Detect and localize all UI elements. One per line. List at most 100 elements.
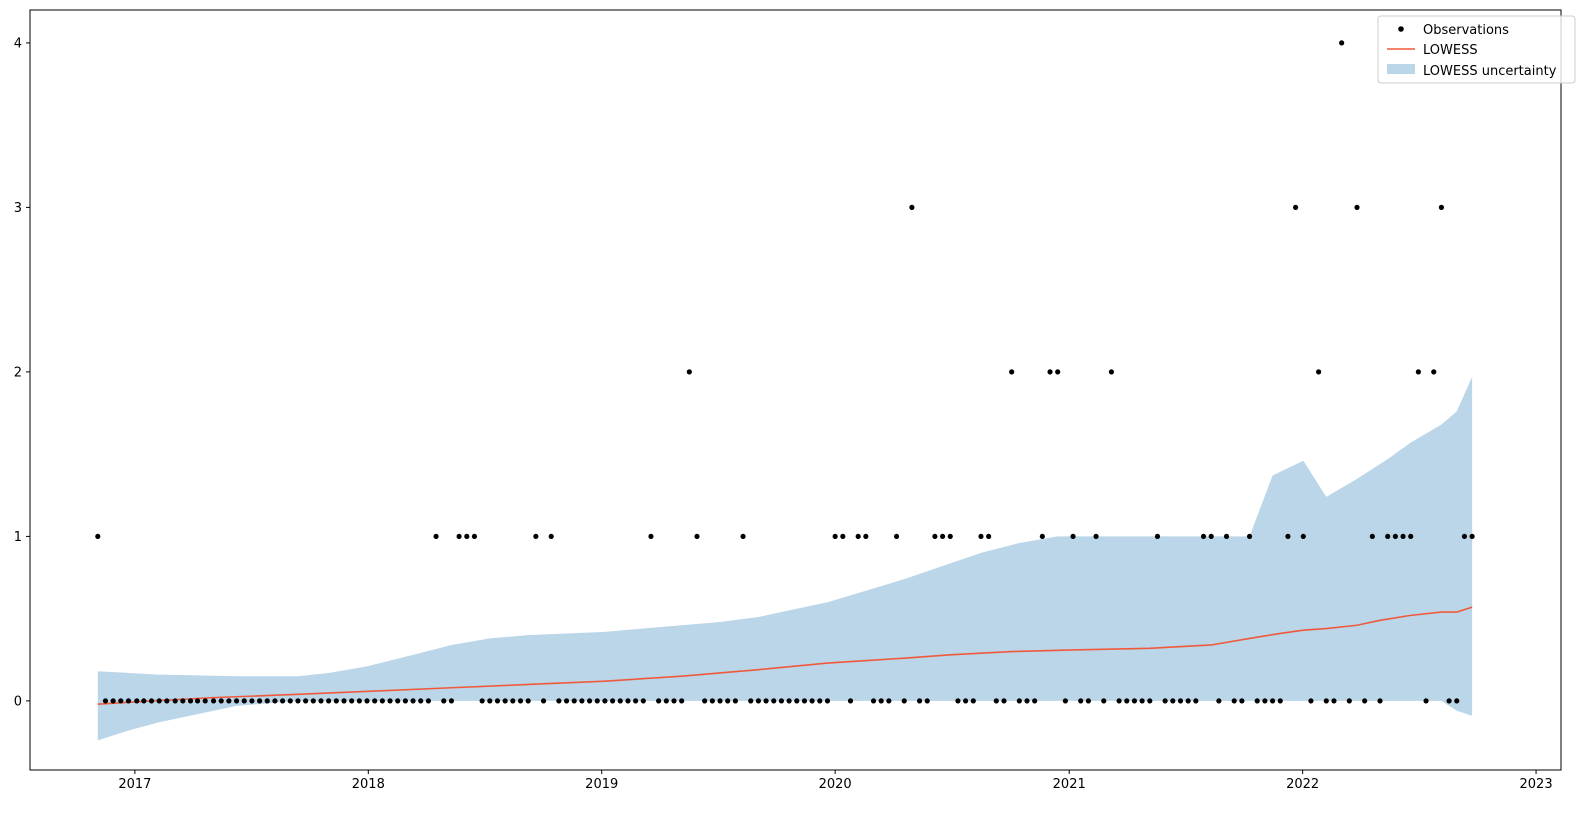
legend-uncertainty-label: LOWESS uncertainty bbox=[1423, 64, 1557, 79]
observation-point bbox=[333, 698, 339, 704]
observation-point bbox=[1147, 698, 1153, 704]
observation-point bbox=[1377, 698, 1383, 704]
observation-point bbox=[1185, 698, 1191, 704]
observation-point bbox=[318, 698, 324, 704]
observation-point bbox=[125, 698, 132, 704]
observation-point bbox=[194, 698, 201, 704]
observation-point bbox=[1032, 698, 1038, 704]
observation-point bbox=[709, 698, 715, 704]
observation-point bbox=[1085, 698, 1091, 704]
observation-point bbox=[1223, 533, 1230, 540]
observation-point bbox=[755, 698, 762, 704]
observation-point bbox=[663, 698, 669, 704]
observation-point bbox=[148, 698, 155, 704]
observation-point bbox=[525, 698, 531, 704]
observation-point bbox=[356, 698, 362, 704]
observation-point bbox=[456, 533, 462, 540]
observation-point bbox=[1116, 698, 1122, 704]
observation-point bbox=[341, 698, 347, 704]
x-tick-label: 2022 bbox=[1286, 777, 1319, 792]
observation-point bbox=[226, 698, 232, 704]
y-tick-label: 1 bbox=[14, 530, 22, 545]
observation-point bbox=[1277, 698, 1283, 704]
lowess-line-layer bbox=[97, 606, 1473, 705]
observation-point bbox=[986, 533, 992, 540]
observation-point bbox=[1047, 369, 1053, 375]
observation-point bbox=[280, 698, 286, 704]
observation-point bbox=[556, 698, 562, 704]
observation-point bbox=[110, 698, 116, 704]
observation-point bbox=[1208, 533, 1214, 540]
observation-point bbox=[364, 698, 370, 704]
observation-point bbox=[156, 698, 162, 704]
observation-point bbox=[249, 698, 255, 704]
observation-point bbox=[303, 698, 309, 704]
observation-point bbox=[1339, 40, 1345, 46]
observation-point bbox=[287, 698, 293, 704]
observation-point bbox=[1354, 204, 1360, 210]
observation-point bbox=[1423, 698, 1429, 704]
uncertainty-band-layer bbox=[97, 376, 1473, 741]
observation-point bbox=[164, 698, 170, 704]
observation-point bbox=[778, 698, 785, 704]
observation-point bbox=[187, 698, 194, 704]
observation-point bbox=[1300, 533, 1306, 540]
observation-point bbox=[256, 698, 263, 704]
observation-point bbox=[1039, 533, 1045, 540]
observation-point bbox=[648, 533, 654, 540]
observation-point bbox=[326, 698, 332, 704]
observation-point bbox=[855, 533, 861, 540]
observation-point bbox=[1392, 533, 1398, 540]
observation-point bbox=[448, 698, 455, 704]
observation-point bbox=[425, 698, 432, 704]
observation-point bbox=[464, 533, 470, 540]
observation-point bbox=[594, 698, 600, 704]
y-tick-label: 2 bbox=[14, 365, 22, 380]
observation-point bbox=[1154, 533, 1161, 540]
observation-point bbox=[602, 698, 608, 704]
observation-point bbox=[1009, 369, 1015, 375]
x-tick-label: 2018 bbox=[352, 777, 385, 792]
observation-point bbox=[517, 698, 524, 704]
observation-point bbox=[1469, 533, 1475, 540]
observation-point bbox=[418, 698, 424, 704]
observation-point bbox=[1200, 533, 1207, 540]
observation-point bbox=[763, 698, 769, 704]
observation-point bbox=[1262, 698, 1268, 704]
observation-point bbox=[1062, 698, 1068, 704]
observation-point bbox=[847, 698, 854, 704]
observation-point bbox=[1438, 204, 1445, 210]
observation-point bbox=[210, 698, 217, 704]
observation-point bbox=[402, 698, 408, 704]
observation-point bbox=[218, 698, 224, 704]
observation-point bbox=[433, 533, 439, 540]
observation-point bbox=[310, 698, 316, 704]
observation-point bbox=[809, 698, 815, 704]
observation-point bbox=[395, 698, 401, 704]
observation-point bbox=[840, 533, 846, 540]
plot-frame bbox=[29, 9, 1562, 771]
observation-point bbox=[771, 698, 777, 704]
observation-point bbox=[817, 698, 823, 704]
observation-point bbox=[349, 698, 355, 704]
observation-point bbox=[633, 698, 639, 704]
observation-point bbox=[732, 698, 738, 704]
observation-points-layer bbox=[95, 40, 1475, 704]
observation-point bbox=[993, 698, 999, 704]
observation-point bbox=[924, 698, 930, 704]
observation-point bbox=[1415, 369, 1421, 375]
observation-point bbox=[441, 698, 447, 704]
observation-point bbox=[1078, 698, 1084, 704]
observation-point bbox=[372, 698, 378, 704]
observation-point bbox=[824, 698, 831, 704]
legend: Observations LOWESS LOWESS uncertainty bbox=[1377, 15, 1576, 84]
observation-point bbox=[1285, 533, 1291, 540]
observation-point bbox=[725, 698, 731, 704]
observation-point bbox=[180, 698, 186, 704]
observation-point bbox=[640, 698, 646, 704]
observation-point bbox=[916, 698, 923, 704]
observation-point bbox=[870, 698, 877, 704]
y-tick-label: 0 bbox=[14, 694, 22, 709]
x-tick-label: 2017 bbox=[118, 777, 151, 792]
